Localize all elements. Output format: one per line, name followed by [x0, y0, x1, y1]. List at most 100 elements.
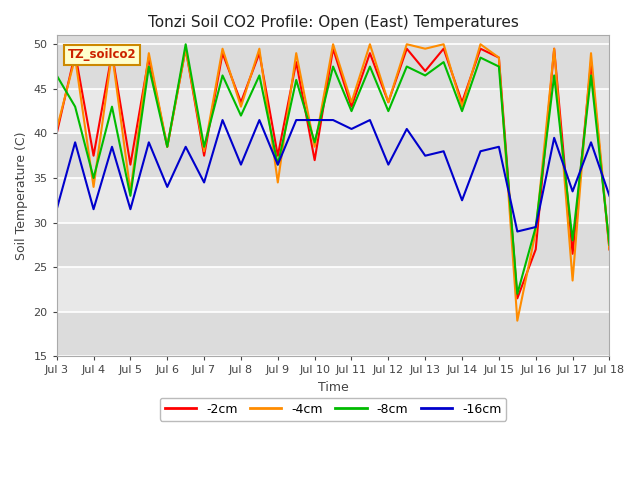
-16cm: [513, 228, 521, 234]
Line: -16cm: -16cm: [57, 120, 609, 231]
-8cm: [550, 72, 558, 78]
-8cm: [237, 113, 244, 119]
Bar: [57, 89, 609, 133]
-4cm: [182, 46, 189, 51]
-2cm: [495, 55, 503, 60]
-16cm: [458, 197, 466, 203]
-2cm: [200, 153, 208, 158]
-2cm: [532, 246, 540, 252]
-16cm: [311, 117, 319, 123]
-16cm: [274, 162, 282, 168]
-4cm: [385, 99, 392, 105]
-8cm: [532, 224, 540, 230]
-8cm: [440, 59, 447, 65]
Bar: [57, 223, 609, 267]
-4cm: [53, 126, 61, 132]
-16cm: [163, 184, 171, 190]
-4cm: [329, 41, 337, 47]
Bar: [57, 44, 609, 89]
-16cm: [477, 148, 484, 154]
-16cm: [255, 117, 263, 123]
Bar: [57, 267, 609, 312]
-2cm: [274, 153, 282, 158]
-4cm: [237, 104, 244, 109]
-16cm: [292, 117, 300, 123]
-2cm: [90, 153, 97, 158]
-4cm: [200, 148, 208, 154]
-16cm: [329, 117, 337, 123]
-4cm: [605, 246, 613, 252]
-4cm: [219, 46, 227, 51]
Bar: [57, 178, 609, 223]
-8cm: [329, 64, 337, 70]
-16cm: [108, 144, 116, 150]
-2cm: [311, 157, 319, 163]
-8cm: [292, 77, 300, 83]
Legend: -2cm, -4cm, -8cm, -16cm: -2cm, -4cm, -8cm, -16cm: [160, 398, 506, 420]
-16cm: [495, 144, 503, 150]
X-axis label: Time: Time: [317, 381, 348, 394]
-16cm: [532, 224, 540, 230]
-16cm: [366, 117, 374, 123]
-2cm: [421, 68, 429, 74]
-4cm: [495, 55, 503, 60]
-2cm: [329, 46, 337, 51]
-2cm: [127, 162, 134, 168]
-2cm: [255, 50, 263, 56]
-2cm: [513, 296, 521, 301]
-4cm: [145, 50, 153, 56]
-8cm: [495, 64, 503, 70]
Line: -2cm: -2cm: [57, 48, 609, 299]
-4cm: [477, 41, 484, 47]
Bar: [57, 312, 609, 356]
-4cm: [348, 99, 355, 105]
-2cm: [550, 46, 558, 51]
-16cm: [550, 135, 558, 141]
-16cm: [237, 162, 244, 168]
-16cm: [403, 126, 411, 132]
-2cm: [108, 50, 116, 56]
-16cm: [71, 140, 79, 145]
-2cm: [366, 50, 374, 56]
-16cm: [348, 126, 355, 132]
-8cm: [163, 144, 171, 150]
-8cm: [311, 140, 319, 145]
-4cm: [108, 50, 116, 56]
-2cm: [182, 46, 189, 51]
-4cm: [366, 41, 374, 47]
-4cm: [71, 55, 79, 60]
-8cm: [421, 72, 429, 78]
-2cm: [237, 99, 244, 105]
-16cm: [127, 206, 134, 212]
-2cm: [477, 46, 484, 51]
-8cm: [219, 72, 227, 78]
-16cm: [145, 140, 153, 145]
-2cm: [385, 99, 392, 105]
-8cm: [200, 144, 208, 150]
-8cm: [366, 64, 374, 70]
-8cm: [385, 108, 392, 114]
-16cm: [90, 206, 97, 212]
-2cm: [569, 251, 577, 257]
-4cm: [440, 41, 447, 47]
-16cm: [53, 206, 61, 212]
-4cm: [311, 144, 319, 150]
-2cm: [458, 99, 466, 105]
-16cm: [440, 148, 447, 154]
Y-axis label: Soil Temperature (C): Soil Temperature (C): [15, 132, 28, 260]
-4cm: [255, 46, 263, 51]
-2cm: [440, 46, 447, 51]
-4cm: [403, 41, 411, 47]
-8cm: [569, 238, 577, 243]
-4cm: [292, 50, 300, 56]
-4cm: [550, 46, 558, 51]
Line: -4cm: -4cm: [57, 44, 609, 321]
-8cm: [477, 55, 484, 60]
Title: Tonzi Soil CO2 Profile: Open (East) Temperatures: Tonzi Soil CO2 Profile: Open (East) Temp…: [148, 15, 518, 30]
-8cm: [605, 242, 613, 248]
-16cm: [605, 193, 613, 199]
-4cm: [274, 180, 282, 185]
-2cm: [605, 246, 613, 252]
-8cm: [108, 104, 116, 109]
Line: -8cm: -8cm: [57, 44, 609, 294]
